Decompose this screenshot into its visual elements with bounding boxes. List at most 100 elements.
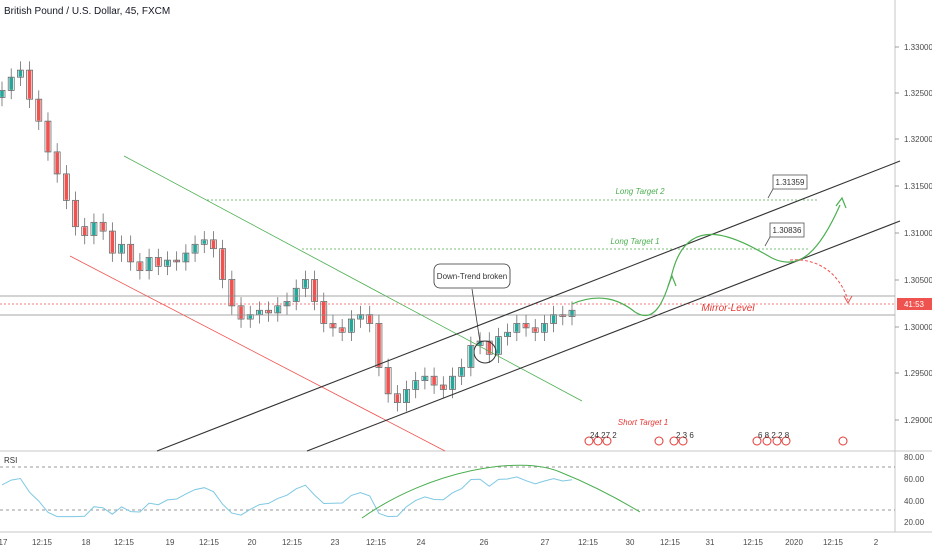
candle-fill xyxy=(248,315,253,319)
candle-fill xyxy=(312,279,317,301)
candle-fill xyxy=(404,389,409,403)
down-trend-broken-label: Down-Trend broken xyxy=(437,272,507,281)
event-markers-group-2-text: 2 3 6 xyxy=(676,431,694,440)
candle-fill xyxy=(55,152,59,174)
rsi-label: RSI xyxy=(4,456,17,465)
price-callout-1-text: 1.31359 xyxy=(776,178,805,187)
candle-fill xyxy=(377,323,381,367)
candle-fill xyxy=(450,376,455,389)
candle-fill xyxy=(18,70,23,77)
event-marker-single-2[interactable] xyxy=(838,436,848,446)
price-tick-label: 1.32500 xyxy=(904,89,932,98)
rsi-tick-label: 60.00 xyxy=(904,475,925,484)
candle-fill xyxy=(73,200,78,227)
candle-fill xyxy=(46,121,50,152)
price-tick-label: 1.30500 xyxy=(904,276,932,285)
mirror-level-label: Mirror-Level xyxy=(701,303,755,314)
candle-fill xyxy=(303,279,308,288)
short-target-1-label: Short Target 1 xyxy=(618,418,668,427)
time-tick-label: 19 xyxy=(166,538,175,547)
event-markers-group-1[interactable]: 24 27 2 xyxy=(584,431,617,446)
candle-fill xyxy=(184,253,188,262)
candle-fill xyxy=(82,227,87,235)
candle-fill xyxy=(119,244,124,253)
candle-fill xyxy=(505,332,510,337)
candle-fill xyxy=(432,376,436,385)
candle-fill xyxy=(276,306,280,313)
channel-lower-line xyxy=(306,220,901,452)
candle-fill xyxy=(524,323,528,328)
time-tick-label: 12:15 xyxy=(578,538,599,547)
candle-fill xyxy=(551,315,556,323)
candle-fill xyxy=(285,301,289,306)
candle-fill xyxy=(64,174,69,200)
red-projection-arrowhead xyxy=(843,295,853,305)
candle-fill xyxy=(423,376,427,381)
red-projection-path xyxy=(789,259,849,301)
price-tick-label: 1.30000 xyxy=(904,323,932,332)
candle-fill xyxy=(395,394,400,403)
candle-fill xyxy=(487,341,492,354)
rsi-scale: 80.00 60.00 40.00 20.00 xyxy=(904,453,925,527)
candle-fill xyxy=(459,367,464,376)
time-tick-label: 31 xyxy=(706,538,715,547)
price-callout-1[interactable]: 1.31359 xyxy=(767,174,808,199)
candle-fill xyxy=(0,90,4,97)
price-tick-label: 1.29000 xyxy=(904,416,932,425)
candle-fill xyxy=(92,222,96,235)
candle-fill xyxy=(101,222,105,231)
candle-fill xyxy=(193,244,197,253)
candle-fill xyxy=(561,315,565,316)
breakout-circle xyxy=(473,340,497,364)
candle-fill xyxy=(294,288,298,301)
event-markers-group-1-text: 24 27 2 xyxy=(590,431,617,440)
candle-fill xyxy=(128,244,133,262)
time-tick-label: 12:15 xyxy=(823,538,844,547)
time-tick-label: 23 xyxy=(331,538,340,547)
green-projection-arrowhead-2 xyxy=(835,196,847,209)
candle-fill xyxy=(257,310,262,315)
breakout-pointer xyxy=(471,288,481,343)
downtrend-line-red xyxy=(69,255,446,452)
price-tick-label: 1.31500 xyxy=(904,182,932,191)
rsi-line xyxy=(1,476,573,518)
long-target-1-label: Long Target 1 xyxy=(610,237,659,246)
down-trend-broken-callout[interactable]: Down-Trend broken xyxy=(433,263,511,289)
event-markers-group-2[interactable]: 2 3 6 xyxy=(669,431,694,446)
candle-fill xyxy=(515,323,519,332)
time-tick-label: 12:15 xyxy=(32,538,53,547)
candle-fill xyxy=(349,319,354,332)
time-tick-label: 12:15 xyxy=(282,538,303,547)
price-callout-2-text: 1.30836 xyxy=(773,226,802,235)
long-target-2-label: Long Target 2 xyxy=(615,187,665,196)
current-price-tag: 41:53 xyxy=(897,298,932,310)
candle-fill xyxy=(469,345,473,367)
rsi-tick-label: 80.00 xyxy=(904,453,925,462)
candle-fill xyxy=(542,323,547,332)
candle-fill xyxy=(367,315,372,323)
candle-fill xyxy=(533,328,538,332)
current-price-label: 41:53 xyxy=(904,300,925,309)
candle-fill xyxy=(358,315,363,319)
candle-fill xyxy=(147,257,151,271)
time-tick-label: 12:15 xyxy=(660,538,681,547)
time-tick-label: 24 xyxy=(417,538,426,547)
time-tick-label: 12:15 xyxy=(366,538,387,547)
event-markers-group-3-text: 6 8 2 2 8 xyxy=(758,431,790,440)
price-tick-label: 1.29500 xyxy=(904,369,932,378)
price-tick-label: 1.32000 xyxy=(904,135,932,144)
candle-fill xyxy=(138,262,142,271)
chart-title: British Pound / U.S. Dollar, 45, FXCM xyxy=(4,6,171,17)
event-markers-group-3[interactable]: 6 8 2 2 8 xyxy=(752,431,791,446)
candle-fill xyxy=(570,310,574,316)
candle-fill xyxy=(174,260,179,262)
event-marker-single-1[interactable] xyxy=(654,436,664,446)
price-tick-label: 1.33000 xyxy=(904,43,932,52)
downtrend-line-green xyxy=(123,155,583,402)
candle-fill xyxy=(331,323,335,328)
price-callout-2[interactable]: 1.30836 xyxy=(764,222,805,247)
rsi-arc xyxy=(361,464,641,519)
price-scale: 1.33000 1.32500 1.32000 1.31500 1.31000 1.305… xyxy=(895,43,932,425)
time-tick-label: 17 xyxy=(0,538,8,547)
